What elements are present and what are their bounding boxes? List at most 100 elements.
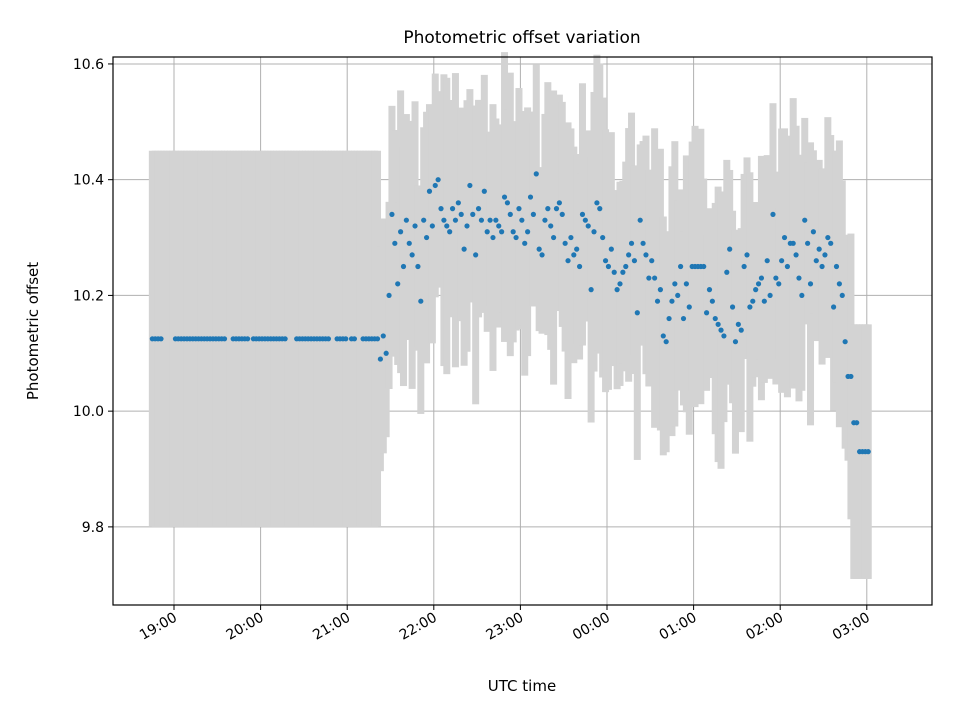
data-point [637, 217, 643, 223]
data-point [553, 206, 560, 212]
data-point [672, 281, 678, 287]
data-point [343, 336, 349, 342]
data-point [418, 298, 424, 304]
data-point [767, 292, 773, 299]
data-point [611, 269, 617, 275]
data-point [660, 333, 666, 339]
data-point [412, 223, 418, 229]
data-point [770, 211, 776, 217]
data-point [522, 240, 528, 246]
data-point [727, 246, 733, 252]
data-point [493, 217, 499, 223]
y-axis: 9.8 10.0 10.2 10.4 10.6 [73, 57, 113, 536]
data-point [325, 336, 332, 342]
data-point [654, 298, 661, 304]
data-point [556, 200, 562, 206]
x-tick-label: 23:00 [483, 610, 526, 644]
data-point [585, 223, 591, 229]
error-bars [148, 52, 872, 579]
data-point [403, 217, 409, 223]
data-point [377, 356, 383, 362]
data-point [475, 206, 482, 212]
data-point [530, 211, 536, 217]
data-point [461, 246, 467, 252]
data-point [421, 217, 427, 223]
data-point [409, 252, 415, 258]
data-point [686, 304, 692, 310]
data-point [738, 327, 744, 333]
data-point [389, 211, 395, 217]
data-point [582, 217, 588, 223]
data-point [386, 292, 392, 299]
data-point [747, 304, 753, 310]
data-point [605, 263, 612, 270]
data-point [449, 206, 456, 212]
data-point [452, 217, 459, 223]
data-point [854, 420, 860, 426]
data-point [718, 327, 724, 333]
x-axis: 19:00 20:00 21:00 22:00 23:00 00:00 01:00 02:00… [137, 605, 873, 644]
data-point [784, 263, 791, 270]
data-point [816, 246, 822, 252]
data-point [481, 188, 487, 194]
data-point [496, 223, 502, 229]
data-point [490, 234, 496, 241]
y-tick-label: 10.2 [73, 288, 104, 304]
data-point [374, 336, 381, 342]
data-point [761, 298, 767, 304]
data-point [649, 258, 655, 264]
data-point [724, 269, 730, 275]
data-point [383, 350, 389, 356]
data-point [588, 287, 594, 293]
data-point [455, 200, 461, 206]
data-point [790, 240, 796, 246]
data-point [773, 275, 779, 281]
data-point [709, 298, 715, 304]
data-point [565, 258, 571, 264]
x-tick-label: 21:00 [310, 610, 353, 644]
data-point [807, 281, 814, 287]
data-point [559, 211, 565, 217]
data-point [732, 339, 739, 345]
data-point [793, 252, 799, 258]
data-point [744, 252, 750, 258]
data-point [444, 223, 450, 229]
data-point [781, 234, 788, 241]
data-point [663, 339, 669, 345]
data-point [675, 292, 681, 299]
data-point [525, 229, 531, 235]
data-point [620, 269, 626, 275]
data-point [536, 246, 542, 252]
data-point [550, 234, 557, 241]
data-point [562, 240, 568, 246]
data-point [848, 373, 854, 380]
data-point [380, 333, 386, 339]
data-point [839, 292, 845, 299]
data-point [441, 217, 447, 223]
data-point [735, 321, 741, 327]
data-point [819, 263, 825, 270]
data-point [680, 315, 687, 322]
data-point [643, 252, 649, 258]
data-point [591, 229, 597, 235]
data-point [432, 182, 438, 189]
data-point [548, 223, 554, 229]
data-point [533, 171, 539, 177]
data-point [519, 217, 525, 223]
x-tick-label: 01:00 [657, 610, 700, 644]
data-point [631, 258, 638, 264]
data-point [415, 263, 421, 270]
x-axis-label: UTC time [488, 677, 556, 695]
data-point [516, 206, 522, 212]
data-point [429, 223, 435, 229]
data-point [438, 206, 444, 212]
data-point [513, 234, 519, 241]
data-point [796, 275, 802, 281]
data-point [501, 194, 508, 200]
data-point [282, 336, 288, 342]
data-point [825, 234, 831, 241]
data-point [683, 281, 689, 287]
x-tick-label: 19:00 [137, 610, 180, 644]
data-point [833, 263, 840, 270]
